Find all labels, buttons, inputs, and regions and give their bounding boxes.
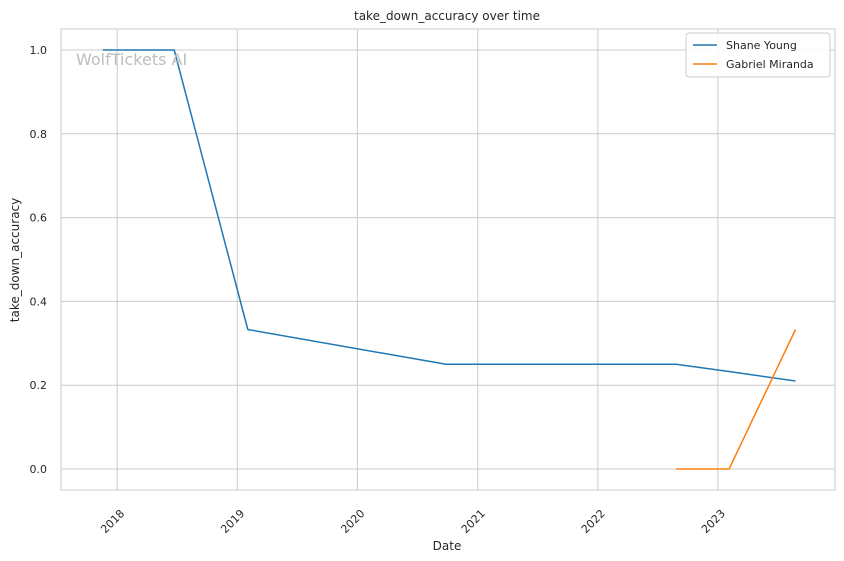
series-line-shane-young [102, 49, 796, 382]
y-tick-label: 0.8 [30, 128, 48, 141]
chart-title: take_down_accuracy over time [354, 9, 540, 23]
watermark-text: WolfTickets AI [76, 50, 187, 69]
x-axis-label: Date [433, 539, 462, 553]
series-line-gabriel-miranda [676, 329, 797, 470]
legend-label-gabriel-miranda: Gabriel Miranda [726, 58, 814, 71]
y-axis-ticks: 0.0 0.2 0.4 0.6 0.8 1.0 [30, 44, 48, 476]
series-layer [102, 49, 797, 470]
y-tick-label: 0.4 [30, 295, 48, 308]
grid [61, 29, 835, 490]
legend: Shane Young Gabriel Miranda [685, 32, 831, 78]
y-tick-label: 0.0 [30, 463, 48, 476]
y-axis-label: take_down_accuracy [8, 198, 22, 322]
y-tick-label: 0.2 [30, 379, 48, 392]
y-tick-label: 0.6 [30, 212, 48, 225]
legend-label-shane-young: Shane Young [726, 39, 797, 52]
y-tick-label: 1.0 [30, 44, 48, 57]
plot-area-frame [60, 28, 836, 491]
legend-box [685, 32, 831, 78]
